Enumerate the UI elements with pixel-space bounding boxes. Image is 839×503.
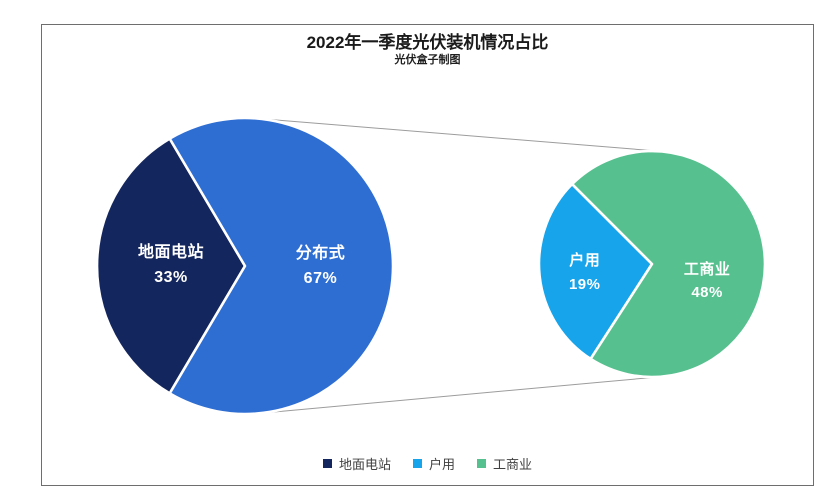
legend-label: 工商业	[493, 457, 533, 472]
series-connector-line-top	[257, 118, 662, 152]
legend-swatch-icon	[412, 459, 422, 468]
slice-label-breakdown-0: 户用 19%	[569, 249, 601, 296]
legend-item-0: 地面电站	[322, 454, 391, 473]
legend-item-1: 户用	[412, 454, 455, 473]
slice-label-breakdown-1: 工商业 48%	[684, 258, 731, 305]
slice-label-total-0: 地面电站 33%	[138, 241, 204, 291]
legend-swatch-icon	[322, 459, 332, 468]
pie-breakdown-slice-0	[537, 182, 654, 361]
slice-name: 户用	[569, 252, 601, 269]
legend-label: 户用	[428, 457, 455, 472]
slice-percent: 33%	[154, 269, 188, 286]
legend-swatch-icon	[477, 459, 486, 468]
legend-item-2: 工商业	[477, 454, 532, 473]
chart-legend: 地面电站 户用 工商业	[41, 454, 814, 473]
chart-subtitle: 光伏盒子制图	[394, 54, 461, 66]
slice-label-total-1: 分布式 67%	[296, 243, 346, 293]
pie-total-slice-1	[168, 116, 395, 416]
legend-label: 地面电站	[338, 457, 391, 472]
slice-name: 地面电站	[137, 244, 205, 262]
chart-title: 2022年一季度光伏装机情况占比	[306, 33, 549, 52]
slice-percent: 19%	[568, 275, 601, 293]
pie-total-slice-0	[95, 137, 247, 395]
slice-name: 分布式	[295, 245, 346, 263]
pie-breakdown-slice-1	[570, 149, 767, 379]
slice-percent: 67%	[303, 270, 338, 288]
slice-percent: 48%	[691, 283, 723, 301]
series-connector-line-bottom	[257, 376, 662, 414]
slice-name: 工商业	[683, 260, 731, 278]
